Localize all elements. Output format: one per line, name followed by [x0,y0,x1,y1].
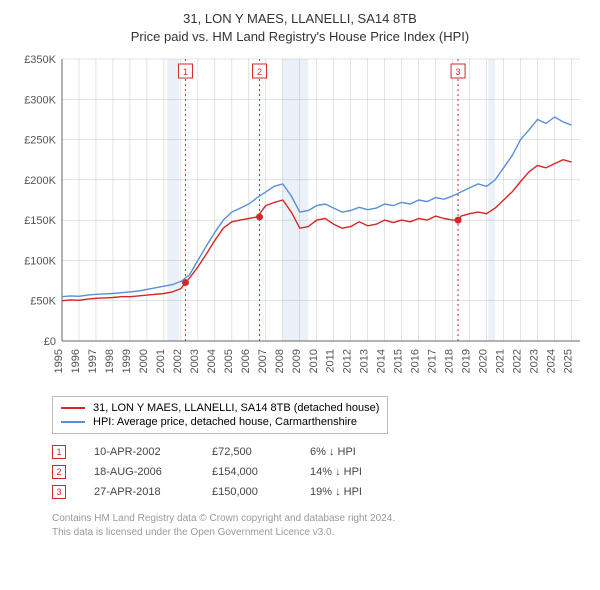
svg-text:£200K: £200K [24,175,56,187]
title-line2: Price paid vs. HM Land Registry's House … [14,28,586,46]
sales-row-3: 3 27-APR-2018 £150,000 19% ↓ HPI [52,482,586,502]
chart-container: 31, LON Y MAES, LLANELLI, SA14 8TB Price… [0,0,600,547]
svg-text:2025: 2025 [563,349,575,373]
svg-text:2006: 2006 [240,349,252,373]
sale-date-3: 27-APR-2018 [94,486,184,498]
svg-text:2018: 2018 [444,349,456,373]
legend: 31, LON Y MAES, LLANELLI, SA14 8TB (deta… [52,396,388,434]
svg-text:2017: 2017 [427,349,439,373]
svg-text:£350K: £350K [24,54,56,66]
sale-diff-1: 6% ↓ HPI [310,446,400,458]
svg-text:1996: 1996 [70,349,82,373]
svg-text:£150K: £150K [24,215,56,227]
svg-text:2024: 2024 [546,349,558,373]
sale-date-2: 18-AUG-2006 [94,466,184,478]
svg-text:2: 2 [257,67,262,77]
svg-text:2016: 2016 [410,349,422,373]
svg-text:1999: 1999 [121,349,133,373]
chart-area: £0 £50K £100K £150K £200K £250K £300K £350K 1995… [14,51,586,386]
svg-text:2019: 2019 [461,349,473,373]
svg-text:2005: 2005 [223,349,235,373]
legend-swatch-hpi [61,421,85,423]
title-line1: 31, LON Y MAES, LLANELLI, SA14 8TB [14,10,586,28]
sales-row-1: 1 10-APR-2002 £72,500 6% ↓ HPI [52,442,586,462]
sales-table: 1 10-APR-2002 £72,500 6% ↓ HPI 2 18-AUG-… [52,442,586,502]
svg-text:2004: 2004 [206,349,218,373]
svg-text:2012: 2012 [342,349,354,373]
sale-diff-3: 19% ↓ HPI [310,486,400,498]
svg-text:2020: 2020 [478,349,490,373]
attribution: Contains HM Land Registry data © Crown c… [52,512,586,539]
svg-text:1995: 1995 [53,349,65,373]
svg-text:2023: 2023 [529,349,541,373]
svg-text:£0: £0 [44,336,56,348]
sale-price-2: £154,000 [212,466,282,478]
svg-text:1: 1 [183,67,188,77]
svg-text:2008: 2008 [274,349,286,373]
sales-row-2: 2 18-AUG-2006 £154,000 14% ↓ HPI [52,462,586,482]
legend-swatch-subject [61,407,85,409]
legend-label-subject: 31, LON Y MAES, LLANELLI, SA14 8TB (deta… [93,402,379,414]
svg-text:2010: 2010 [308,349,320,373]
svg-text:2009: 2009 [291,349,303,373]
svg-text:2003: 2003 [189,349,201,373]
svg-text:2007: 2007 [257,349,269,373]
attribution-line2: This data is licensed under the Open Gov… [52,526,586,540]
svg-text:2014: 2014 [376,349,388,373]
sale-diff-2: 14% ↓ HPI [310,466,400,478]
sale-price-3: £150,000 [212,486,282,498]
svg-text:£300K: £300K [24,94,56,106]
svg-text:2002: 2002 [172,349,184,373]
attribution-line1: Contains HM Land Registry data © Crown c… [52,512,586,526]
legend-row-subject: 31, LON Y MAES, LLANELLI, SA14 8TB (deta… [61,401,379,415]
sale-marker-3: 3 [52,485,66,499]
svg-text:£50K: £50K [30,296,56,308]
svg-text:2001: 2001 [155,349,167,373]
svg-text:2015: 2015 [393,349,405,373]
sale-marker-2: 2 [52,465,66,479]
svg-text:£100K: £100K [24,256,56,268]
sale-date-1: 10-APR-2002 [94,446,184,458]
svg-text:3: 3 [456,67,461,77]
svg-text:2000: 2000 [138,349,150,373]
svg-text:1997: 1997 [87,349,99,373]
svg-text:1998: 1998 [104,349,116,373]
sale-price-1: £72,500 [212,446,282,458]
chart-svg: £0 £50K £100K £150K £200K £250K £300K £350K 1995… [14,51,586,386]
svg-text:2011: 2011 [325,349,337,373]
legend-row-hpi: HPI: Average price, detached house, Carm… [61,415,379,429]
svg-text:2022: 2022 [512,349,524,373]
svg-text:£250K: £250K [24,135,56,147]
sale-marker-1: 1 [52,445,66,459]
legend-label-hpi: HPI: Average price, detached house, Carm… [93,416,357,428]
svg-text:2013: 2013 [359,349,371,373]
title-block: 31, LON Y MAES, LLANELLI, SA14 8TB Price… [14,10,586,45]
svg-text:2021: 2021 [495,349,507,373]
